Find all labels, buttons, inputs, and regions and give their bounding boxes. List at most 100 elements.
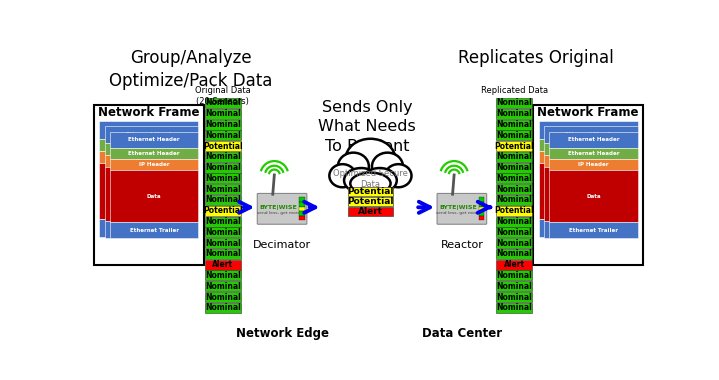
Bar [539,163,638,219]
Bar [205,249,241,259]
Bar [99,139,198,151]
Bar [496,109,532,119]
Ellipse shape [329,164,356,187]
Bar [99,163,198,219]
Text: Ethernet Header: Ethernet Header [562,127,614,132]
Bar [496,130,532,140]
Text: Ethernet Header: Ethernet Header [129,138,180,142]
Bar [496,141,532,151]
Bar [496,238,532,248]
Bar [104,221,198,238]
Text: Potential: Potential [495,142,534,150]
Bar [205,206,241,216]
Bar [544,127,638,143]
Bar [496,271,532,280]
Text: IP Header: IP Header [139,162,170,167]
Text: Ethernet Header: Ethernet Header [565,132,617,137]
Text: Nominal: Nominal [496,185,532,194]
Bar [104,166,198,221]
Text: Nominal: Nominal [205,120,241,129]
Bar [99,219,198,237]
Bar [205,98,241,108]
Text: IP Header: IP Header [576,158,606,163]
Text: Sends Only
What Needs
To Be Sent: Sends Only What Needs To Be Sent [319,100,416,154]
Text: Nominal: Nominal [496,163,532,172]
Bar [496,173,532,184]
Bar [299,216,305,220]
Bar [496,217,532,226]
Text: Nominal: Nominal [496,195,532,204]
Ellipse shape [372,153,403,180]
Text: Nominal: Nominal [496,131,532,140]
Text: Network Frame: Network Frame [98,106,200,119]
Bar [99,121,198,139]
Bar [205,217,241,226]
Text: Data: Data [147,194,162,199]
Bar [205,260,241,270]
Text: send less, get more: send less, get more [436,211,480,215]
Text: Nominal: Nominal [205,271,241,280]
Text: Ethernet Header: Ethernet Header [565,147,617,152]
Text: Network Frame: Network Frame [537,106,639,119]
Text: Data: Data [145,191,159,196]
Bar [496,195,532,205]
Text: Potential: Potential [347,196,394,206]
Text: Ethernet Trailer: Ethernet Trailer [564,226,613,231]
Text: Nominal: Nominal [205,109,241,118]
Bar [205,163,241,173]
Bar [299,207,305,211]
Text: Data: Data [142,188,156,194]
Bar [348,187,393,196]
Text: Potential: Potential [203,206,242,215]
Bar [299,202,305,207]
Bar [205,120,241,130]
Bar [479,197,485,202]
Bar [205,227,241,238]
Text: Nominal: Nominal [496,249,532,258]
Text: Ethernet Trailer: Ethernet Trailer [569,228,618,233]
Text: IP Header: IP Header [136,158,167,163]
Ellipse shape [362,168,397,193]
Bar [205,271,241,280]
Bar [104,155,198,166]
Text: Nominal: Nominal [496,109,532,118]
Text: Potential: Potential [203,142,242,150]
Text: Nominal: Nominal [496,228,532,237]
Bar [110,148,198,159]
Bar [549,159,638,170]
Text: Alert: Alert [212,260,234,269]
Bar [549,170,638,222]
Bar [496,98,532,108]
Bar [479,202,485,207]
Text: Nominal: Nominal [205,217,241,226]
FancyBboxPatch shape [257,193,307,224]
Text: Nominal: Nominal [205,249,241,258]
Bar [533,105,644,265]
Ellipse shape [344,168,378,193]
Bar [205,184,241,194]
Text: Potential: Potential [495,206,534,215]
Text: Nominal: Nominal [496,217,532,226]
Bar [544,221,638,238]
Bar [99,151,198,163]
Text: Nominal: Nominal [205,303,241,312]
Text: Data: Data [581,188,595,194]
Bar [205,130,241,140]
Text: Nominal: Nominal [205,185,241,194]
Text: Data: Data [584,191,598,196]
Text: Ethernet Header: Ethernet Header [568,138,619,142]
Ellipse shape [346,139,395,179]
Bar [299,211,305,216]
Text: Group/Analyze
Optimize/Pack Data: Group/Analyze Optimize/Pack Data [109,49,273,90]
Bar [205,173,241,184]
Text: Nominal: Nominal [496,98,532,108]
Bar [104,127,198,143]
Text: Network Edge: Network Edge [236,327,329,340]
Bar [348,207,393,216]
Text: Nominal: Nominal [205,163,241,172]
Bar [110,132,198,148]
Ellipse shape [350,173,390,194]
Text: send less, get more: send less, get more [257,211,300,215]
Text: Nominal: Nominal [205,228,241,237]
Bar [496,152,532,162]
